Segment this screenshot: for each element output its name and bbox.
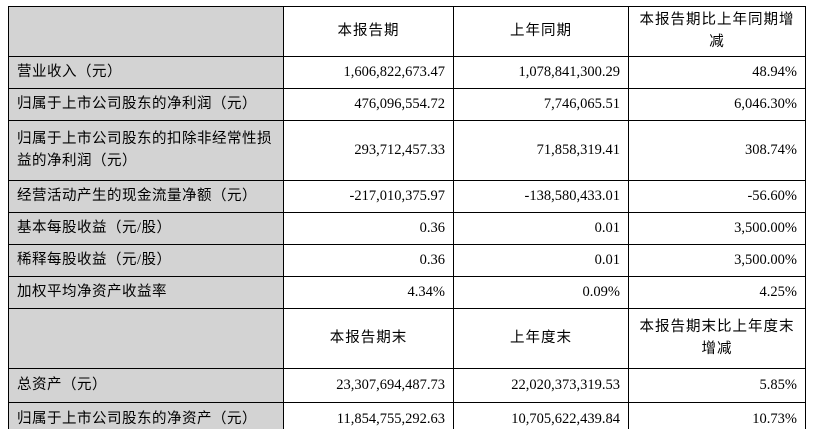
change-value: -56.60% xyxy=(628,179,806,213)
period-header-row: 本报告期 上年同期 本报告期比上年同期增减 xyxy=(8,6,806,57)
prior-period-value: 1,078,841,300.29 xyxy=(453,55,629,89)
metric-label: 总资产（元） xyxy=(8,367,284,403)
prior-year-end-value: 22,020,373,319.53 xyxy=(453,367,629,403)
metric-label: 稀释每股收益（元/股） xyxy=(8,243,284,277)
current-period-value: 4.34% xyxy=(283,275,454,309)
current-period-value: 0.36 xyxy=(283,211,454,245)
current-period-value: -217,010,375.97 xyxy=(283,179,454,213)
metric-label: 加权平均净资产收益率 xyxy=(8,275,284,309)
change-value: 5.85% xyxy=(628,367,806,403)
metric-label: 营业收入（元） xyxy=(8,55,284,89)
table-row-weighted-avg-roe: 加权平均净资产收益率 4.34% 0.09% 4.25% xyxy=(8,275,806,309)
current-period-value: 0.36 xyxy=(283,243,454,277)
change-value: 308.74% xyxy=(628,119,806,181)
col-header-prior-year-end: 上年度末 xyxy=(453,307,629,369)
change-value: 3,500.00% xyxy=(628,243,806,277)
prior-period-value: 7,746,065.51 xyxy=(453,87,629,121)
period-end-header-row: 本报告期末 上年度末 本报告期末比上年度末增减 xyxy=(8,307,806,369)
table-row-diluted-eps: 稀释每股收益（元/股） 0.36 0.01 3,500.00% xyxy=(8,243,806,277)
col-header-current-period: 本报告期 xyxy=(283,6,454,57)
table-row-net-profit: 归属于上市公司股东的净利润（元） 476,096,554.72 7,746,06… xyxy=(8,87,806,121)
change-value: 3,500.00% xyxy=(628,211,806,245)
prior-period-value: 0.01 xyxy=(453,243,629,277)
table-row-total-assets: 总资产（元） 23,307,694,487.73 22,020,373,319.… xyxy=(8,367,806,403)
table-row-operating-revenue: 营业收入（元） 1,606,822,673.47 1,078,841,300.2… xyxy=(8,55,806,89)
key-financials-table: 本报告期 上年同期 本报告期比上年同期增减 营业收入（元） 1,606,822,… xyxy=(8,6,806,429)
change-value: 48.94% xyxy=(628,55,806,89)
period-end-value: 11,854,755,292.63 xyxy=(283,401,454,429)
metric-label: 经营活动产生的现金流量净额（元） xyxy=(8,179,284,213)
header-empty-cell xyxy=(8,307,284,369)
table-row-basic-eps: 基本每股收益（元/股） 0.36 0.01 3,500.00% xyxy=(8,211,806,245)
prior-period-value: 71,858,319.41 xyxy=(453,119,629,181)
table-row-operating-cash-flow: 经营活动产生的现金流量净额（元） -217,010,375.97 -138,58… xyxy=(8,179,806,213)
current-period-value: 476,096,554.72 xyxy=(283,87,454,121)
change-value: 6,046.30% xyxy=(628,87,806,121)
prior-year-end-value: 10,705,622,439.84 xyxy=(453,401,629,429)
col-header-period-end: 本报告期末 xyxy=(283,307,454,369)
col-header-period-end-change: 本报告期末比上年度末增减 xyxy=(628,307,806,369)
col-header-prior-period: 上年同期 xyxy=(453,6,629,57)
change-value: 10.73% xyxy=(628,401,806,429)
prior-period-value: 0.01 xyxy=(453,211,629,245)
metric-label: 基本每股收益（元/股） xyxy=(8,211,284,245)
table-row-net-profit-excl-nonrecurring: 归属于上市公司股东的扣除非经常性损益的净利润（元） 293,712,457.33… xyxy=(8,119,806,181)
prior-period-value: -138,580,433.01 xyxy=(453,179,629,213)
current-period-value: 1,606,822,673.47 xyxy=(283,55,454,89)
col-header-period-change: 本报告期比上年同期增减 xyxy=(628,6,806,57)
metric-label: 归属于上市公司股东的扣除非经常性损益的净利润（元） xyxy=(8,119,284,181)
metric-label: 归属于上市公司股东的净利润（元） xyxy=(8,87,284,121)
metric-label: 归属于上市公司股东的净资产（元） xyxy=(8,401,284,429)
current-period-value: 293,712,457.33 xyxy=(283,119,454,181)
period-end-value: 23,307,694,487.73 xyxy=(283,367,454,403)
change-value: 4.25% xyxy=(628,275,806,309)
header-empty-cell xyxy=(8,6,284,57)
prior-period-value: 0.09% xyxy=(453,275,629,309)
table-row-net-assets: 归属于上市公司股东的净资产（元） 11,854,755,292.63 10,70… xyxy=(8,401,806,429)
